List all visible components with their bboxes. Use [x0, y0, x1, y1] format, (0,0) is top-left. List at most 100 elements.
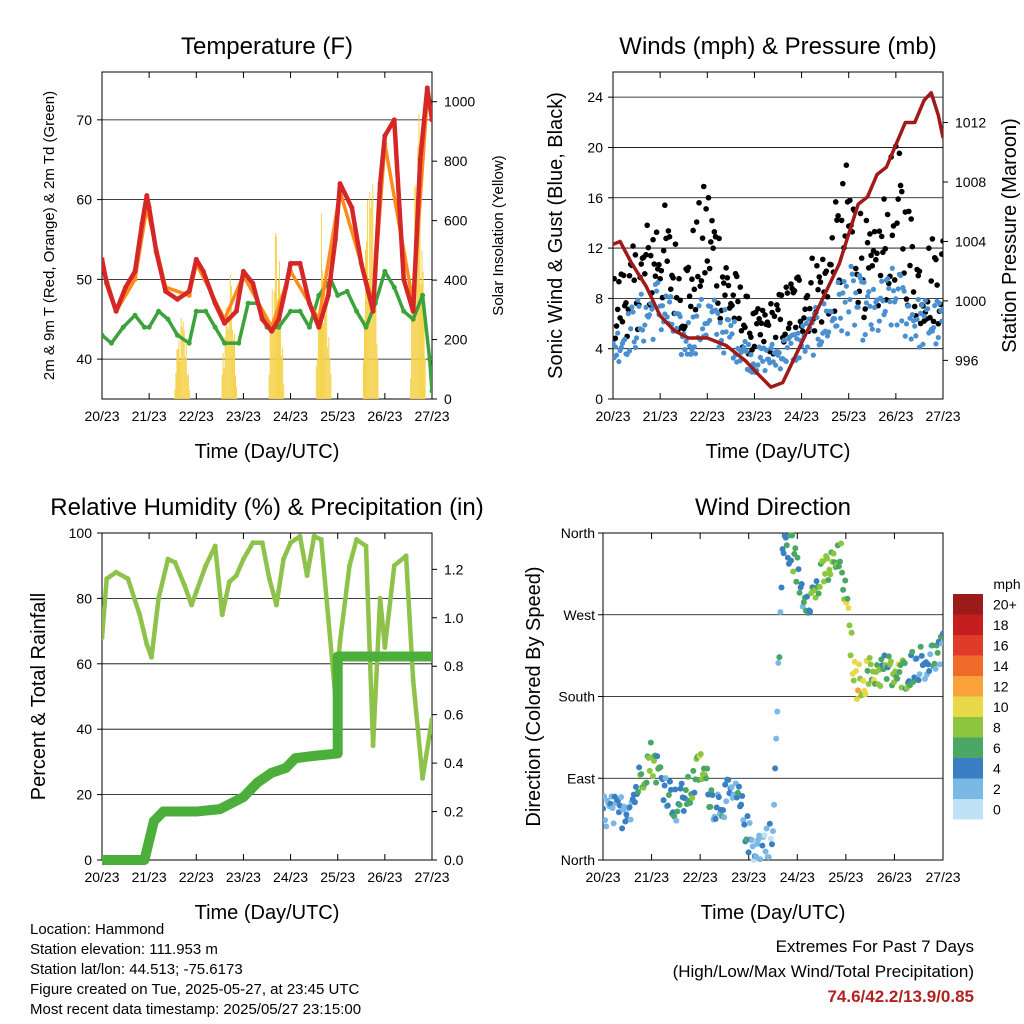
gust-point — [906, 208, 912, 215]
station-elevation: Station elevation: 111.953 m — [30, 941, 218, 958]
wind-point — [691, 344, 697, 350]
extremes-summary: Extremes For Past 7 Days (High/Low/Max W… — [673, 934, 974, 1009]
gust-point — [930, 318, 937, 325]
wind-point — [936, 300, 943, 306]
data-point — [212, 324, 218, 330]
chart-title: Winds (mph) & Pressure (mb) — [619, 33, 936, 60]
y-tick-label: 100 — [69, 525, 93, 541]
wind-point — [641, 338, 647, 344]
x-tick-label: 21/23 — [132, 408, 167, 424]
data-point — [349, 205, 355, 211]
gust-point — [799, 328, 806, 335]
direction-point — [609, 805, 616, 812]
gust-point — [786, 320, 793, 327]
data-point — [332, 236, 338, 242]
gust-point — [630, 243, 636, 249]
wind-point — [639, 327, 646, 333]
y-tick-label: East — [567, 770, 595, 786]
data-point — [186, 340, 192, 346]
direction-point — [647, 739, 654, 746]
data-point — [325, 292, 331, 298]
direction-point — [665, 791, 672, 798]
humidity-point — [281, 556, 286, 562]
pressure-point — [941, 135, 943, 139]
direction-point — [790, 568, 797, 575]
direction-point — [936, 661, 943, 668]
gust-point — [748, 334, 754, 340]
direction-point — [804, 593, 810, 600]
figure-created: Figure created on Tue, 2025-05-27, at 23… — [30, 981, 360, 998]
wind-point — [628, 326, 634, 332]
data-point — [132, 268, 138, 274]
humidity-point — [149, 654, 154, 660]
gust-point — [778, 292, 785, 299]
direction-point — [690, 767, 697, 774]
humidity-point — [266, 576, 272, 582]
gust-point — [869, 262, 876, 269]
gust-point — [685, 264, 692, 271]
direction-point — [827, 571, 834, 578]
pressure-point — [856, 202, 860, 206]
data-point — [250, 280, 256, 286]
legend-swatch — [953, 614, 983, 635]
gust-point — [772, 334, 779, 341]
gust-point — [908, 216, 914, 222]
wind-point — [914, 316, 920, 322]
gust-point — [703, 206, 709, 212]
gust-point — [828, 261, 834, 268]
direction-point — [739, 793, 746, 800]
chart-title: Temperature (F) — [181, 33, 353, 60]
direction-point — [778, 584, 785, 591]
gust-point — [811, 328, 818, 334]
direction-point — [603, 793, 608, 800]
data-point — [193, 256, 199, 262]
pressure-point — [644, 284, 648, 288]
direction-point — [783, 542, 790, 549]
wind-point — [757, 354, 763, 360]
wind-point — [897, 272, 904, 279]
gust-point — [894, 220, 900, 226]
wind-point — [643, 304, 649, 310]
gust-point — [737, 284, 744, 290]
gust-point — [817, 279, 824, 285]
x-tick-label: 20/23 — [595, 408, 630, 424]
data-point — [139, 221, 145, 227]
direction-point — [651, 757, 657, 764]
wind-point — [824, 333, 831, 339]
wind-point — [613, 352, 620, 358]
gust-point — [761, 338, 767, 345]
humidity-point — [304, 573, 310, 579]
wind-point — [915, 296, 921, 303]
gust-point — [723, 265, 729, 271]
gust-point — [819, 256, 826, 263]
gust-point — [910, 289, 917, 295]
humidity-point — [273, 602, 279, 608]
humidity-point — [104, 576, 110, 582]
y-tick-label: North — [561, 525, 595, 541]
rainfall-point — [102, 855, 107, 865]
x-axis-label: Time (Day/UTC) — [195, 441, 340, 463]
direction-point — [846, 622, 853, 629]
direction-point — [691, 789, 698, 796]
wind-point — [743, 348, 749, 354]
direction-point — [865, 681, 872, 688]
wind-point — [626, 348, 633, 354]
rainfall-point — [252, 777, 263, 788]
legend-label: 8 — [993, 719, 1001, 735]
direction-point — [845, 604, 852, 611]
humidity-point — [193, 589, 199, 595]
data-point — [259, 316, 265, 322]
wind-point — [666, 299, 673, 305]
gust-point — [656, 261, 662, 268]
wind-point — [855, 304, 861, 310]
gust-point — [666, 234, 673, 240]
direction-point — [660, 797, 667, 804]
data-point — [123, 284, 129, 290]
rainfall-point — [214, 804, 225, 815]
gust-point — [619, 318, 626, 325]
humidity-point — [288, 540, 294, 546]
wind-point — [828, 309, 834, 315]
rainfall-point — [280, 762, 291, 773]
direction-point — [780, 550, 787, 557]
gust-point — [934, 282, 940, 288]
